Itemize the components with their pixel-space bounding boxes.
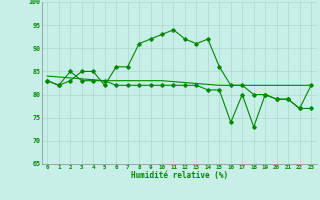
X-axis label: Humidité relative (%): Humidité relative (%) <box>131 171 228 180</box>
